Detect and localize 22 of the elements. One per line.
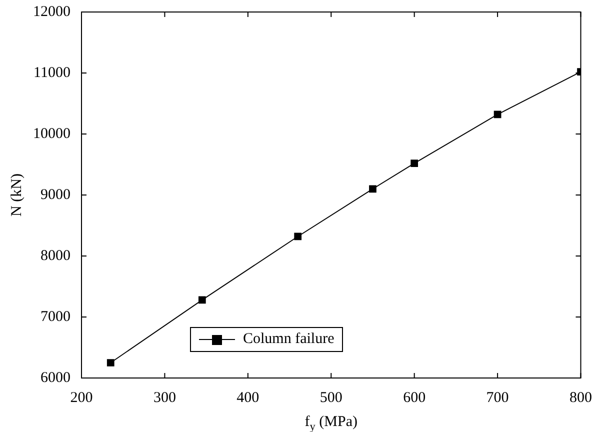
y-tick-label: 12000 <box>33 4 70 20</box>
x-tick-label: 500 <box>320 390 342 406</box>
x-tick-label: 200 <box>70 390 93 406</box>
legend-label: Column failure <box>243 331 334 348</box>
y-tick-label: 7000 <box>40 308 70 325</box>
point <box>198 296 206 304</box>
point <box>294 232 302 240</box>
y-tick-label: 9000 <box>40 186 70 203</box>
x-tick-label: 300 <box>153 390 176 406</box>
point <box>410 160 418 167</box>
y-axis-title: N (kN) <box>8 174 25 216</box>
point <box>106 359 114 366</box>
point <box>494 110 502 118</box>
y-tick-label: 6000 <box>40 370 70 386</box>
x-tick-label: 800 <box>570 390 592 406</box>
x-tick-label: 600 <box>403 390 426 406</box>
y-tick-label: 8000 <box>40 248 70 264</box>
y-tick-label: 10000 <box>33 126 70 142</box>
x-tick-label: 400 <box>236 390 260 406</box>
point <box>369 185 376 193</box>
y-tick-label: 11000 <box>34 64 70 81</box>
x-tick-label: 700 <box>486 390 509 406</box>
